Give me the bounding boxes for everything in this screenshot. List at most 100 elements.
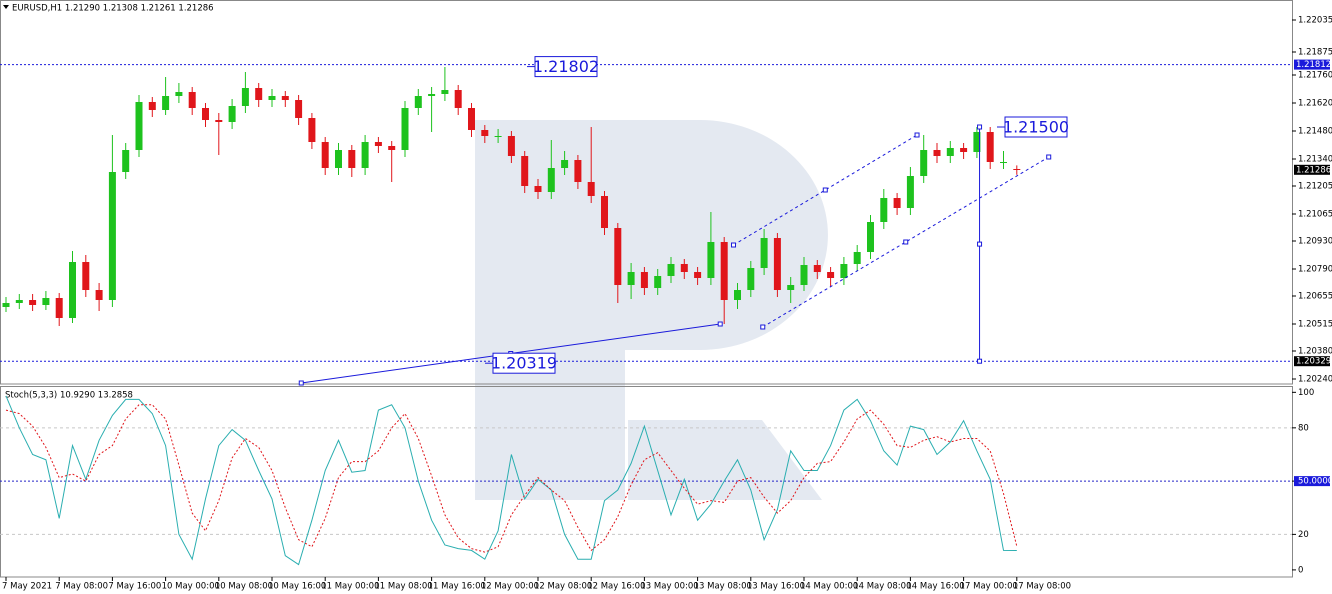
- trendline-handle: [977, 358, 983, 364]
- level-box: [1294, 476, 1330, 487]
- candle-body: [1013, 169, 1021, 170]
- candle-body: [654, 276, 662, 288]
- candle-body: [42, 298, 50, 305]
- y-tick-label: 1.21760: [1298, 71, 1332, 81]
- candle-body: [827, 272, 835, 278]
- candle-body: [547, 168, 555, 192]
- candle-body: [441, 90, 449, 94]
- candle-body: [414, 96, 422, 108]
- candle-body: [694, 272, 702, 278]
- annotation-label: 1.21802: [533, 57, 599, 76]
- x-tick-label: 12 May 08:00: [534, 582, 592, 592]
- y-tick-label: 1.21620: [1298, 99, 1332, 109]
- x-tick-label: 13 May 08:00: [694, 582, 752, 592]
- candle-body: [401, 108, 409, 150]
- x-tick-label: 14 May 08:00: [853, 582, 911, 592]
- x-tick-label: 11 May 00:00: [321, 582, 379, 592]
- y-tick-label: 1.20790: [1298, 265, 1332, 275]
- annotation-box: [1004, 116, 1068, 138]
- candle-body: [69, 262, 76, 318]
- candle-body: [986, 132, 994, 162]
- candle-body: [135, 102, 143, 150]
- annotation-box: [534, 56, 598, 78]
- candle-body: [893, 198, 901, 208]
- price-line-box: [1294, 356, 1330, 367]
- x-tick-label: 11 May 08:00: [374, 582, 432, 592]
- candle-body: [627, 272, 635, 285]
- annotation-label: 1.21500: [1003, 118, 1069, 137]
- candle-body: [268, 96, 276, 100]
- candle-body: [388, 146, 396, 150]
- x-tick-label: 14 May 16:00: [906, 582, 964, 592]
- candle-body: [215, 120, 223, 122]
- candle-body: [494, 136, 502, 137]
- candle-body: [228, 106, 236, 122]
- y-tick-label: 1.20380: [1298, 347, 1332, 357]
- trendline-handle: [903, 239, 909, 245]
- candle-body: [853, 252, 861, 264]
- candle-body: [15, 300, 23, 303]
- candle-body: [108, 172, 116, 300]
- candle-body: [95, 290, 103, 300]
- candle-body: [667, 264, 675, 276]
- candle-body: [561, 160, 569, 168]
- stoch-line: [5, 395, 1017, 566]
- stoch-panel-border: [0, 386, 1293, 578]
- candle-body: [29, 300, 37, 305]
- candle-body: [601, 196, 608, 228]
- y-tick-label: 1.20240: [1298, 375, 1332, 385]
- candle-body: [707, 242, 715, 278]
- candle-body: [321, 142, 329, 168]
- y-tick-label: 80: [1298, 423, 1309, 433]
- candle-body: [454, 90, 462, 108]
- candle-body: [361, 142, 369, 168]
- candle-body: [175, 92, 183, 96]
- y-tick-label: 1.21480: [1298, 127, 1332, 137]
- x-tick-label: 7 May 16:00: [108, 582, 161, 592]
- candle-body: [202, 108, 209, 120]
- trendline: [762, 156, 1049, 328]
- candle-body: [335, 150, 342, 168]
- trendline-handle: [977, 241, 983, 247]
- y-tick-label: 1.21065: [1298, 210, 1332, 220]
- candle-body: [973, 132, 981, 152]
- x-tick-label: 7 May 08:00: [55, 582, 108, 592]
- y-tick-label: 1.21205: [1298, 182, 1332, 192]
- y-tick-label: 100: [1298, 388, 1314, 398]
- candle-body: [521, 156, 529, 186]
- x-tick-label: 12 May 00:00: [481, 582, 539, 592]
- candle-body: [640, 272, 648, 288]
- menu-triangle[interactable]: [3, 5, 9, 9]
- candle-body: [867, 222, 874, 252]
- trendline-handle: [914, 132, 920, 138]
- candle-body: [188, 92, 196, 108]
- stoch-header: Stoch(5,3,3) 10.9290 13.2858: [5, 391, 133, 401]
- candle-body: [308, 118, 316, 142]
- candle-body: [946, 148, 954, 156]
- candle-body: [55, 298, 63, 318]
- candle-body: [507, 136, 515, 156]
- candle-body: [880, 198, 888, 222]
- x-tick-label: 13 May 16:00: [747, 582, 805, 592]
- y-tick-label: 1.21875: [1298, 48, 1332, 58]
- trendline-handle: [760, 324, 766, 330]
- x-tick-label: 11 May 16:00: [428, 582, 486, 592]
- x-tick-label: 17 May 08:00: [1013, 582, 1071, 592]
- candle-body: [481, 130, 489, 136]
- x-tick-label: 13 May 00:00: [640, 582, 698, 592]
- candle-body: [374, 142, 382, 146]
- watermark-logo: [475, 120, 828, 500]
- logo-r: [475, 120, 828, 500]
- candle-body: [680, 264, 688, 272]
- x-tick-label: 14 May 00:00: [800, 582, 858, 592]
- candle-body: [122, 150, 130, 172]
- annotation-box: [492, 352, 556, 374]
- x-tick-label: 12 May 16:00: [587, 582, 645, 592]
- candle-body: [162, 96, 170, 110]
- candle-body: [813, 265, 821, 272]
- candle-body: [295, 100, 303, 118]
- logo-leg: [628, 420, 822, 500]
- trendline-handle: [977, 124, 983, 130]
- candle-body: [747, 268, 755, 290]
- y-tick-label: 0: [1298, 565, 1303, 575]
